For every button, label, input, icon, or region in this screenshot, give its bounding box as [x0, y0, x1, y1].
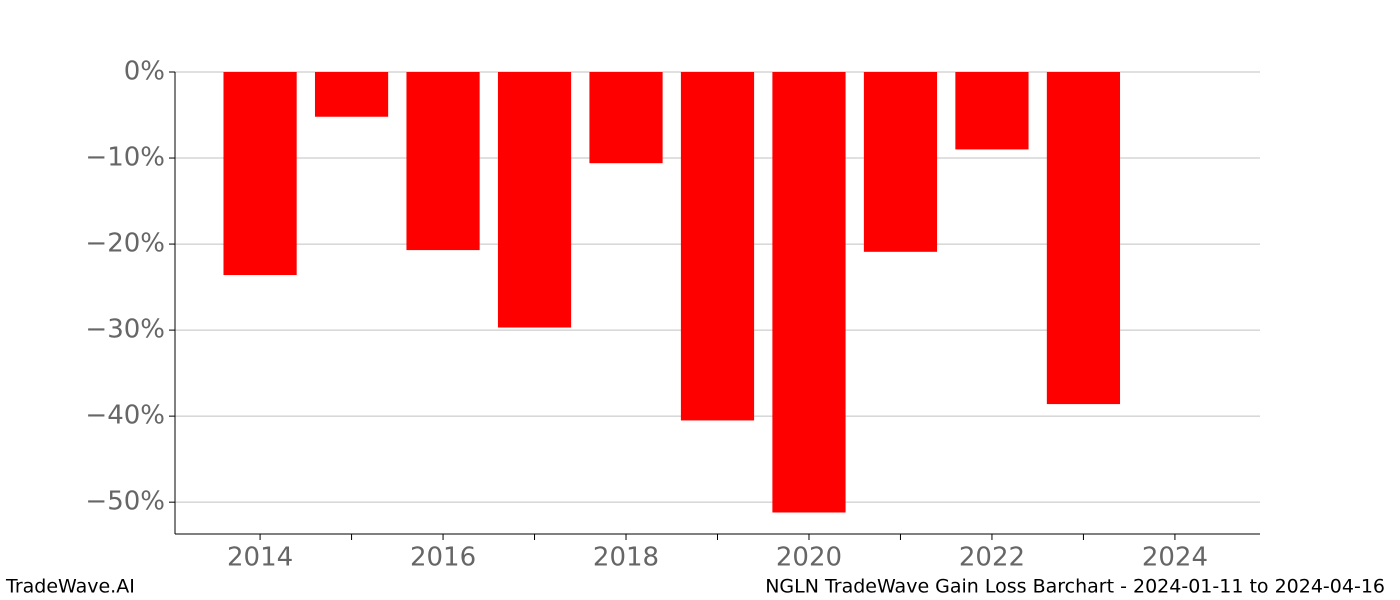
y-tick-label: 0% [124, 57, 165, 87]
y-tick-label: −20% [85, 229, 165, 259]
x-tick-label: 2020 [776, 543, 842, 573]
bar [497, 72, 572, 328]
bar [223, 72, 297, 276]
y-tick-label: −10% [85, 143, 165, 173]
bar [863, 72, 938, 252]
bar [589, 72, 663, 164]
y-tick-label: −50% [85, 487, 165, 517]
bar [772, 72, 846, 513]
y-tick-label: −30% [85, 315, 165, 345]
x-tick-label: 2014 [227, 543, 293, 573]
chart-title: NGLN TradeWave Gain Loss Barchart - 2024… [765, 576, 1385, 598]
x-tick-label: 2024 [1142, 543, 1208, 573]
brand: TradeWave.AI [5, 576, 135, 598]
x-tick-label: 2016 [410, 543, 476, 573]
bar [314, 72, 389, 117]
x-tick-label: 2018 [593, 543, 659, 573]
bar [680, 72, 755, 421]
y-tick-label: −40% [85, 401, 165, 431]
bar [406, 72, 480, 251]
x-tick-label: 2022 [959, 543, 1025, 573]
bar [955, 72, 1029, 150]
bar [1046, 72, 1121, 405]
